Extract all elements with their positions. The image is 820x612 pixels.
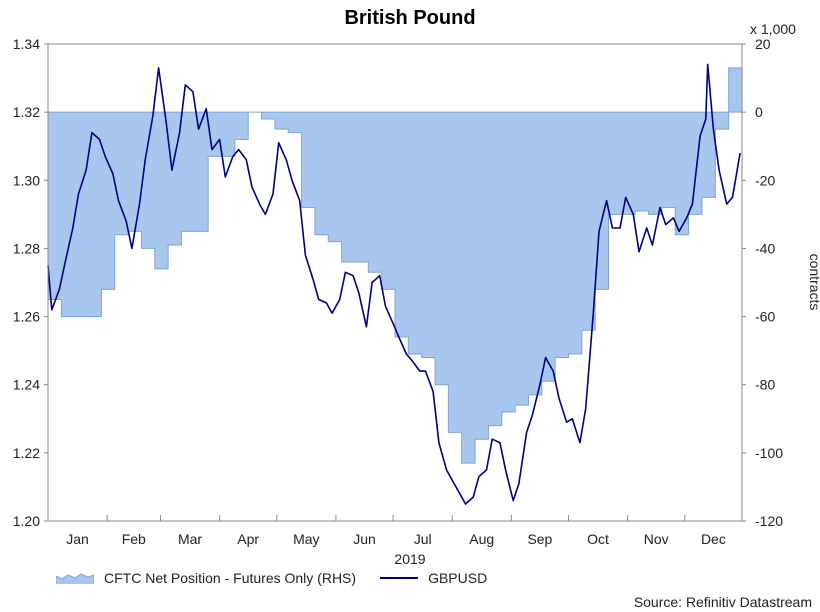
legend: CFTC Net Position - Futures Only (RHS) G… [56, 570, 487, 586]
plot-frame [47, 43, 743, 522]
legend-area-swatch [56, 573, 94, 584]
left-tick-label: 1.24 [13, 377, 40, 393]
month-tick-label: Dec [701, 531, 726, 547]
right-tick-label: -40 [755, 240, 775, 256]
left-tick-label: 1.20 [13, 513, 40, 529]
month-tick-label: Jun [353, 531, 376, 547]
legend-label-gbpusd: GBPUSD [428, 570, 488, 586]
month-tick-label: Apr [237, 531, 259, 547]
left-tick-label: 1.30 [13, 172, 40, 188]
net-position-area-layer [47, 67, 743, 464]
left-tick-label: 1.22 [13, 445, 40, 461]
net-position-area [47, 67, 743, 464]
right-tick-label: -20 [755, 172, 775, 188]
month-tick-label: Jan [66, 531, 89, 547]
right-axis-multiplier: x 1,000 [750, 21, 796, 37]
month-tick-label: Jul [414, 531, 432, 547]
gbpusd-line-layer [47, 63, 741, 505]
source-note: Source: Refinitiv Datastream [633, 594, 812, 610]
month-tick-label: Feb [122, 531, 146, 547]
left-axis-ticks: 1.20 1.22 1.24 1.26 1.28 1.30 1.32 1.34 [13, 36, 48, 529]
left-tick-label: 1.28 [13, 240, 40, 256]
month-tick-label: Oct [587, 531, 609, 547]
month-tick-label: Mar [178, 531, 202, 547]
left-tick-label: 1.32 [13, 104, 40, 120]
left-tick-label: 1.34 [13, 36, 40, 52]
month-axis-ticks: Jan Feb Mar Apr May Jun Jul Aug Sep Oct Nov Dec [47, 515, 743, 547]
x-axis-year-label: 2019 [394, 551, 425, 567]
legend-line-swatch [380, 577, 419, 579]
right-axis-ticks: -120 -100 -80 -60 -40 -20 0 20 [742, 36, 783, 529]
right-tick-label: -120 [755, 513, 783, 529]
month-tick-label: May [293, 531, 319, 547]
month-tick-label: Nov [644, 531, 669, 547]
left-tick-label: 1.26 [13, 309, 40, 325]
right-tick-label: -80 [755, 377, 775, 393]
right-tick-label: -60 [755, 309, 775, 325]
month-tick-label: Aug [469, 531, 494, 547]
month-tick-label: Sep [527, 531, 552, 547]
legend-label-net-position: CFTC Net Position - Futures Only (RHS) [104, 570, 357, 586]
right-tick-label: 0 [755, 104, 763, 120]
chart-title: British Pound [344, 7, 475, 29]
right-tick-label: 20 [755, 36, 771, 52]
gbpusd-line [47, 63, 741, 505]
right-axis-label: contracts [807, 254, 820, 311]
right-tick-label: -100 [755, 445, 783, 461]
